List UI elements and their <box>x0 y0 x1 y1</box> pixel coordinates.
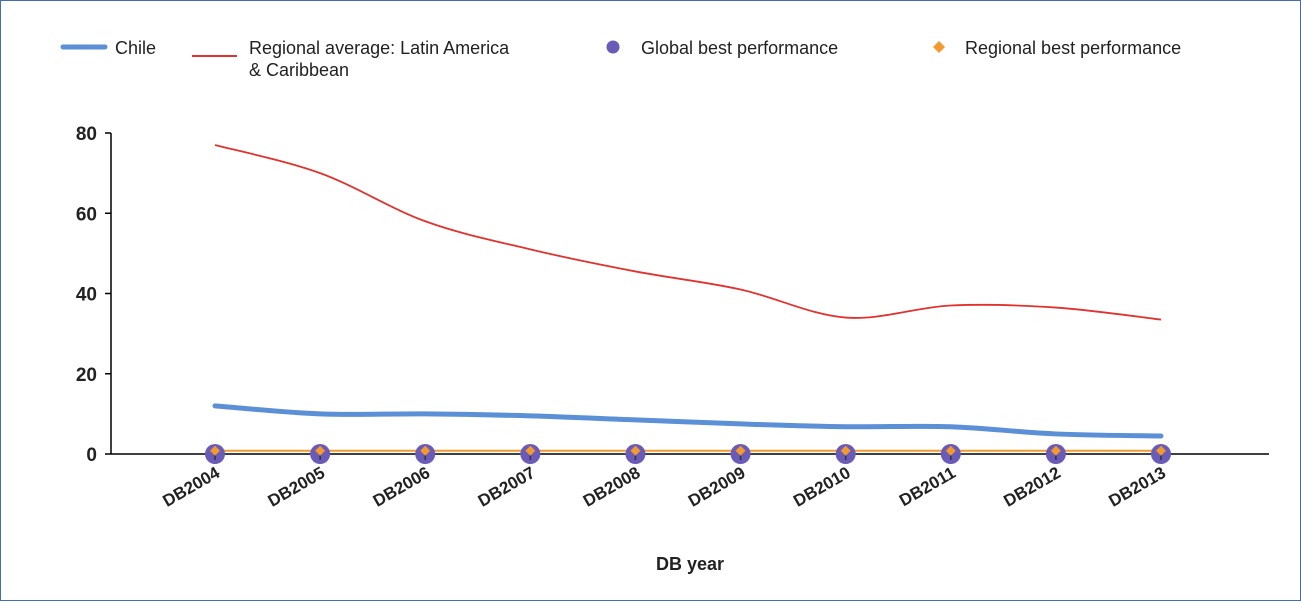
regional-best-marker <box>945 445 956 456</box>
x-tick-label: DB2011 <box>896 463 959 510</box>
x-tick-label: DB2004 <box>159 463 223 511</box>
y-tick-label: 80 <box>76 124 97 145</box>
x-axis-title: DB year <box>656 554 724 574</box>
regional-best-marker <box>1050 445 1061 456</box>
x-tick-label: DB2013 <box>1105 463 1169 511</box>
legend-label-global-best: Global best performance <box>641 38 838 58</box>
x-tick-label: DB2006 <box>370 463 434 511</box>
x-tick-label: DB2005 <box>265 463 329 511</box>
series-line-chile <box>212 403 1164 439</box>
regional-best-marker <box>735 445 746 456</box>
regional-best-marker <box>525 445 536 456</box>
series-line-regional-average <box>214 144 1162 321</box>
y-tick-label: 60 <box>76 204 97 225</box>
legend-label-chile: Chile <box>115 38 156 58</box>
legend-label-regional-average: Regional average: Latin America <box>249 38 510 58</box>
y-tick-label: 0 <box>86 445 97 466</box>
regional-best-marker <box>315 445 326 456</box>
legend: Chile Regional average: Latin America& Ca… <box>60 38 1181 80</box>
y-tick-label: 20 <box>76 365 97 386</box>
x-tick-label: DB2008 <box>580 463 644 511</box>
legend-label-regional-average-line2: & Caribbean <box>249 60 349 80</box>
x-tick-label: DB2010 <box>790 463 854 511</box>
legend-swatch-regional-best <box>933 41 945 53</box>
x-tick-label: DB2007 <box>475 463 539 511</box>
regional-best-marker <box>840 445 851 456</box>
x-tick-label: DB2012 <box>1000 463 1064 511</box>
regional-best-marker <box>420 445 431 456</box>
series-layer <box>205 144 1171 464</box>
axes: 0 20 40 60 80 DB2004 DB2005 DB2006 DB2007 DB2008 D… <box>76 124 1269 511</box>
regional-best-marker <box>630 445 641 456</box>
legend-swatch-global-best <box>606 40 620 54</box>
regional-best-marker <box>1156 445 1166 456</box>
y-tick-label: 40 <box>76 285 97 306</box>
legend-label-regional-best: Regional best performance <box>965 38 1181 58</box>
regional-best-marker <box>210 445 220 456</box>
x-tick-label: DB2009 <box>685 463 749 511</box>
